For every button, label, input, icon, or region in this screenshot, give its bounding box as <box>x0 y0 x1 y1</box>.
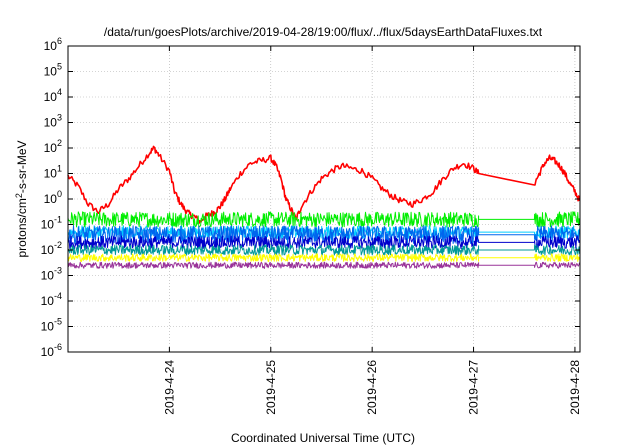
x-tick-label: 2019-4-27 <box>467 360 481 415</box>
y-tick-label: 10-1 <box>41 215 62 232</box>
y-axis: 10-610-510-410-310-210-11001011021031041… <box>41 36 580 359</box>
y-tick-exponent: -5 <box>54 317 62 327</box>
y-tick-label: 10-4 <box>41 291 62 308</box>
series-line-4 <box>67 235 581 250</box>
y-tick-exponent: 3 <box>57 113 62 123</box>
y-tick-exponent: -3 <box>54 266 62 276</box>
y-tick-exponent: 2 <box>57 138 62 148</box>
x-tick-label: 2019-4-28 <box>568 360 582 415</box>
y-tick-exponent: 4 <box>57 87 62 97</box>
y-axis-label: protons/cm2-s-sr-MeV <box>14 140 29 257</box>
y-tick-base: 10 <box>44 116 58 130</box>
y-tick-exponent: -6 <box>54 342 62 352</box>
x-axis-label: Coordinated Universal Time (UTC) <box>231 431 415 445</box>
y-tick-label: 10-5 <box>41 317 62 334</box>
y-tick-label: 100 <box>44 189 62 206</box>
chart-title: /data/run/goesPlots/archive/2019-04-28/1… <box>104 25 543 39</box>
grid <box>68 46 580 352</box>
y-tick-base: 10 <box>41 345 55 359</box>
x-tick-label: 2019-4-25 <box>264 360 278 415</box>
y-tick-label: 103 <box>44 113 62 130</box>
y-tick-exponent: 1 <box>57 164 62 174</box>
y-tick-base: 10 <box>41 269 55 283</box>
y-tick-base: 10 <box>41 243 55 257</box>
y-tick-label: 10-2 <box>41 240 62 257</box>
y-tick-label: 102 <box>44 138 62 155</box>
x-tick-label: 2019-4-26 <box>365 360 379 415</box>
y-tick-exponent: 5 <box>57 62 62 72</box>
y-tick-label: 10-3 <box>41 266 62 283</box>
series-line-0 <box>67 145 581 224</box>
y-tick-base: 10 <box>44 39 58 53</box>
y-tick-base: 10 <box>44 167 58 181</box>
y-tick-label: 101 <box>44 164 62 181</box>
y-tick-base: 10 <box>41 320 55 334</box>
series-line-5 <box>67 244 581 256</box>
y-tick-base: 10 <box>41 294 55 308</box>
series-line-1 <box>67 211 581 228</box>
y-tick-exponent: 6 <box>57 36 62 46</box>
y-tick-base: 10 <box>44 65 58 79</box>
series-group <box>67 145 581 269</box>
y-tick-label: 106 <box>44 36 62 53</box>
x-axis: 2019-4-24 2019-4-25 2019-4-26 2019-4-27 2019… <box>162 46 582 415</box>
series-line-3 <box>67 225 581 245</box>
y-tick-exponent: -4 <box>54 291 62 301</box>
x-tick-label: 2019-4-24 <box>162 360 176 415</box>
y-tick-exponent: 0 <box>57 189 62 199</box>
y-tick-label: 105 <box>44 62 62 79</box>
y-tick-label: 104 <box>44 87 62 104</box>
y-tick-exponent: -2 <box>54 240 62 250</box>
series-line-6 <box>67 253 581 262</box>
series-line-7 <box>67 261 581 269</box>
y-tick-base: 10 <box>41 218 55 232</box>
y-tick-base: 10 <box>44 192 58 206</box>
y-tick-base: 10 <box>44 90 58 104</box>
y-tick-exponent: -1 <box>54 215 62 225</box>
y-tick-label: 10-6 <box>41 342 62 359</box>
y-tick-base: 10 <box>44 141 58 155</box>
